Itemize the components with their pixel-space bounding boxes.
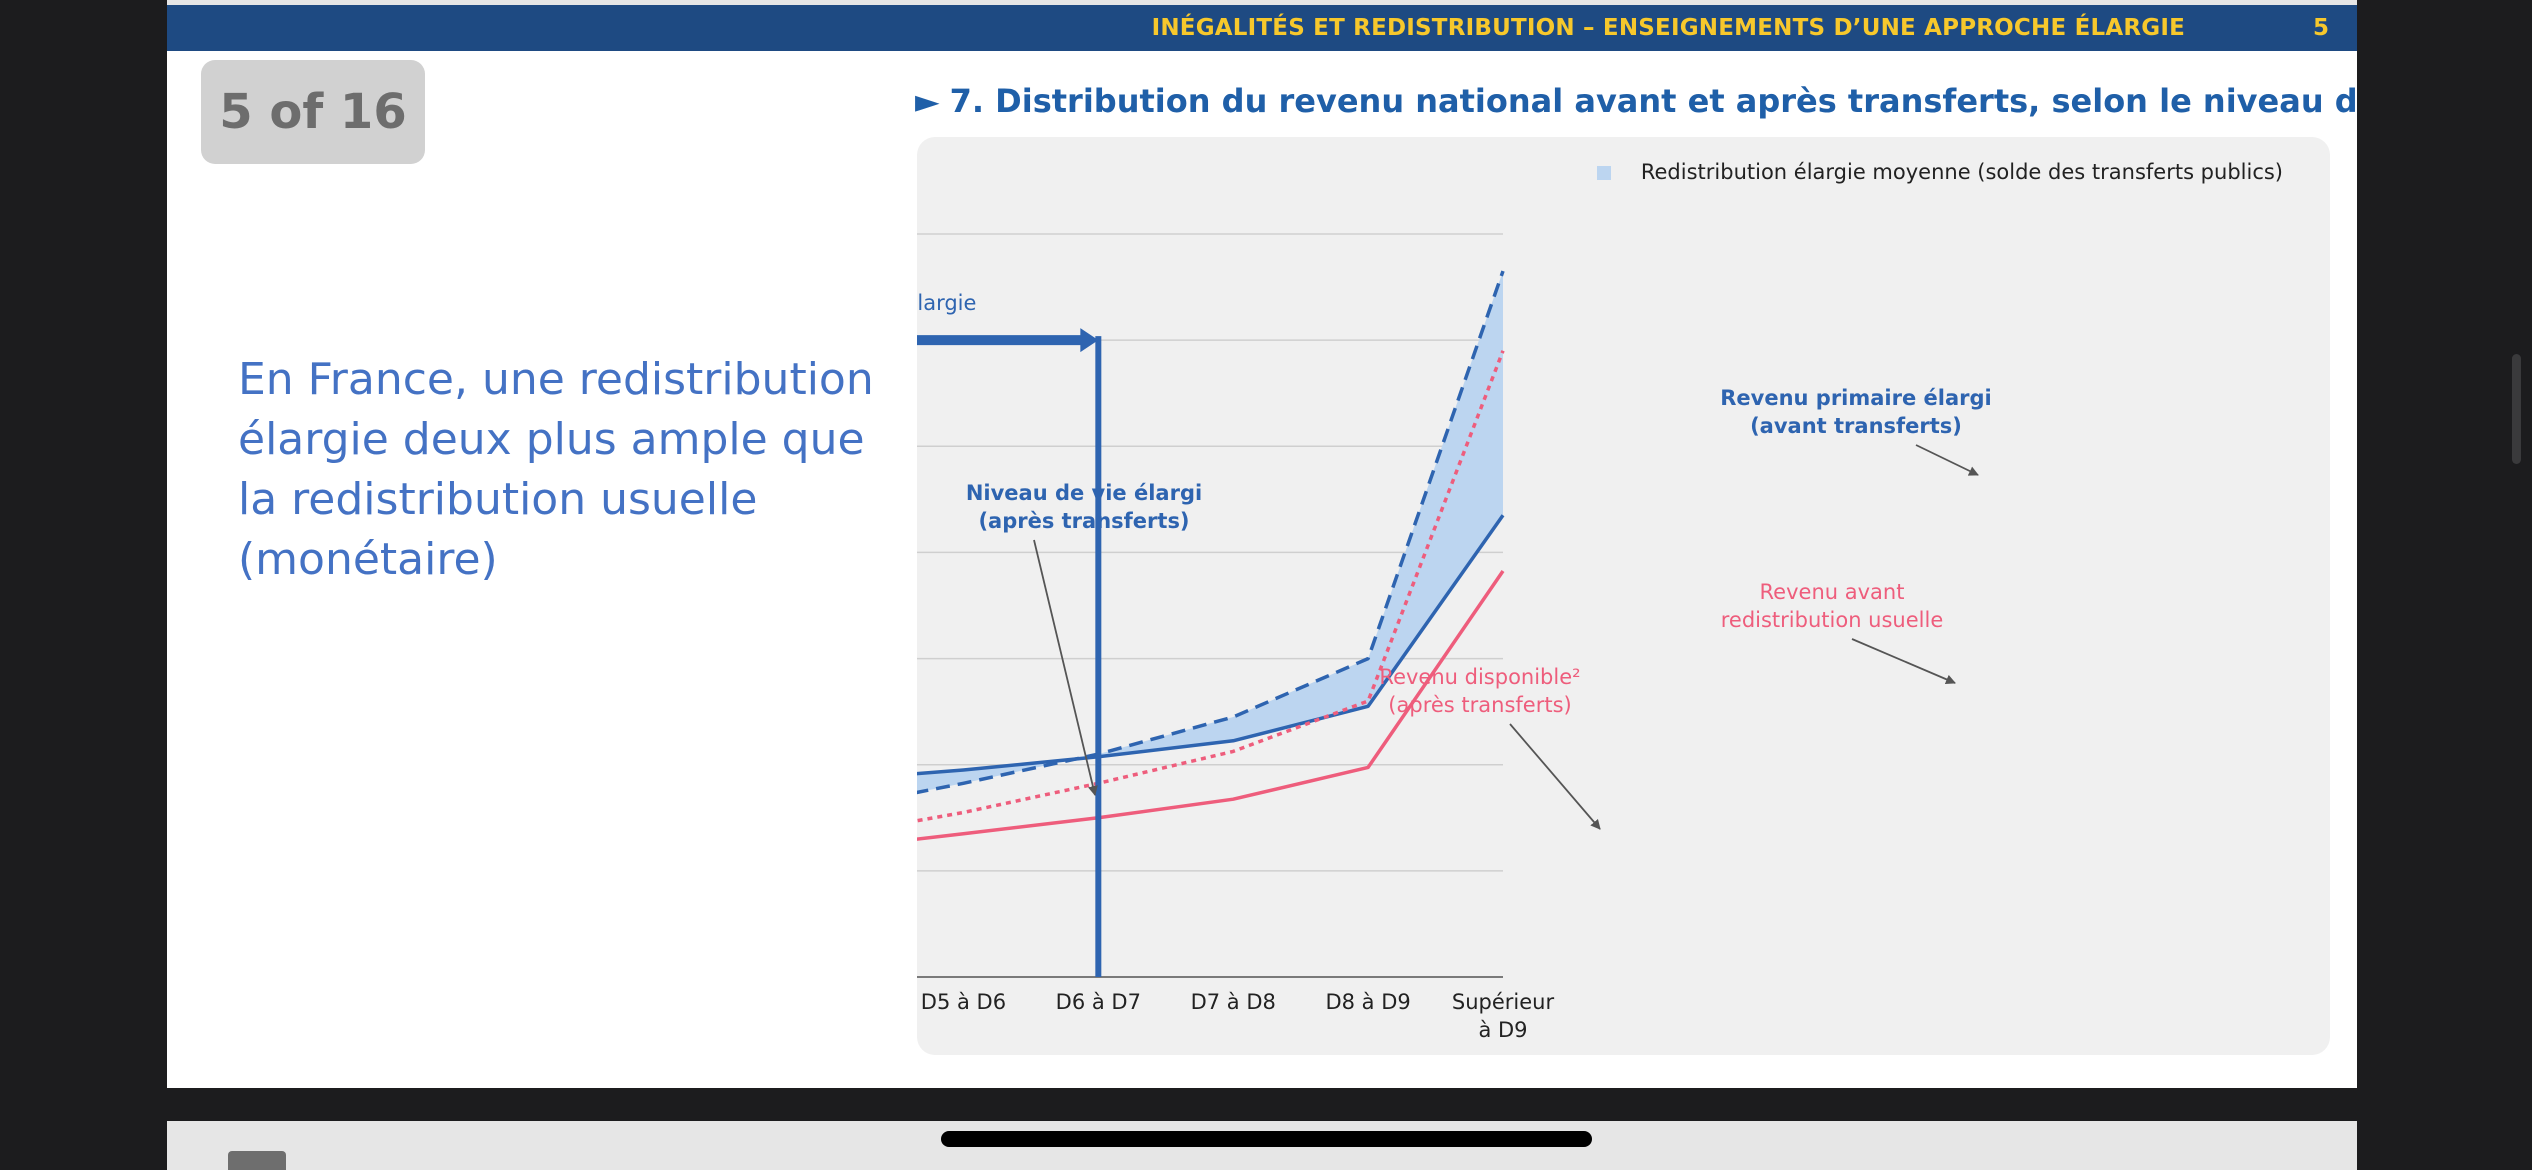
redistribution-area xyxy=(917,271,1503,793)
annotation-label: (après transferts) xyxy=(1388,693,1571,717)
series-line-niveau_vie_elargi xyxy=(917,514,1505,776)
x-tick-label: D5 à D6 xyxy=(921,990,1006,1014)
series-line-revenu_disponible xyxy=(917,570,1505,841)
slide: INÉGALITÉS ET REDISTRIBUTION – ENSEIGNEM… xyxy=(167,0,2357,1088)
annotation-arrow xyxy=(1915,444,1979,476)
x-tick-label: à D9 xyxy=(1478,1018,1527,1042)
home-indicator[interactable] xyxy=(941,1131,1592,1147)
x-tick-label: Supérieur xyxy=(1452,990,1555,1014)
line-chart: 020 00040 00060 00080 000100 000120 0001… xyxy=(917,160,2283,1042)
annotation-label: Revenu disponible² xyxy=(1379,665,1580,689)
annotation-arrow xyxy=(1851,638,1956,685)
page-counter-badge: 5 of 16 xyxy=(201,60,425,164)
series-line-revenu_primaire_elargi xyxy=(917,270,1505,795)
logo-icon xyxy=(228,1151,286,1170)
annotation-label: Niveau de vie élargi xyxy=(966,481,1202,505)
slide-header-band: INÉGALITÉS ET REDISTRIBUTION – ENSEIGNEM… xyxy=(167,0,2357,51)
bracket-label: Bénéficiaires en moyenne¹ de la redistri… xyxy=(917,291,976,315)
annotation-label: Revenu primaire élargi xyxy=(1720,386,1992,410)
chart-panel: 020 00040 00060 00080 000100 000120 0001… xyxy=(917,137,2330,1055)
x-tick-label: D6 à D7 xyxy=(1056,990,1141,1014)
annotation-arrow xyxy=(1509,723,1601,830)
bracket-arrowhead-right xyxy=(1080,328,1099,353)
annotation-label: Revenu avant xyxy=(1760,580,1905,604)
annotation-label: (après transferts) xyxy=(978,509,1189,533)
annotation-arrow xyxy=(1033,539,1098,796)
legend-swatch xyxy=(1597,166,1611,180)
x-tick-label: D7 à D8 xyxy=(1191,990,1276,1014)
scroll-indicator[interactable] xyxy=(2512,354,2521,464)
slide-body-text: En France, une redistribution élargie de… xyxy=(238,354,874,585)
slide-page-number: 5 xyxy=(2312,15,2329,41)
series-line-revenu_avant_redistribution xyxy=(917,350,1505,823)
chart-heading-text: 7. Distribution du revenu national avant… xyxy=(949,82,2357,120)
slide-header-title: INÉGALITÉS ET REDISTRIBUTION – ENSEIGNEM… xyxy=(1151,15,2185,41)
annotation-label: (avant transferts) xyxy=(1750,414,1962,438)
x-tick-label: D8 à D9 xyxy=(1325,990,1410,1014)
annotation-label: redistribution usuelle xyxy=(1721,608,1944,632)
chart-heading: ► 7. Distribution du revenu national avan… xyxy=(915,82,2357,120)
legend-label: Redistribution élargie moyenne (solde de… xyxy=(1641,160,2283,184)
triangle-marker-icon: ► xyxy=(915,82,940,120)
